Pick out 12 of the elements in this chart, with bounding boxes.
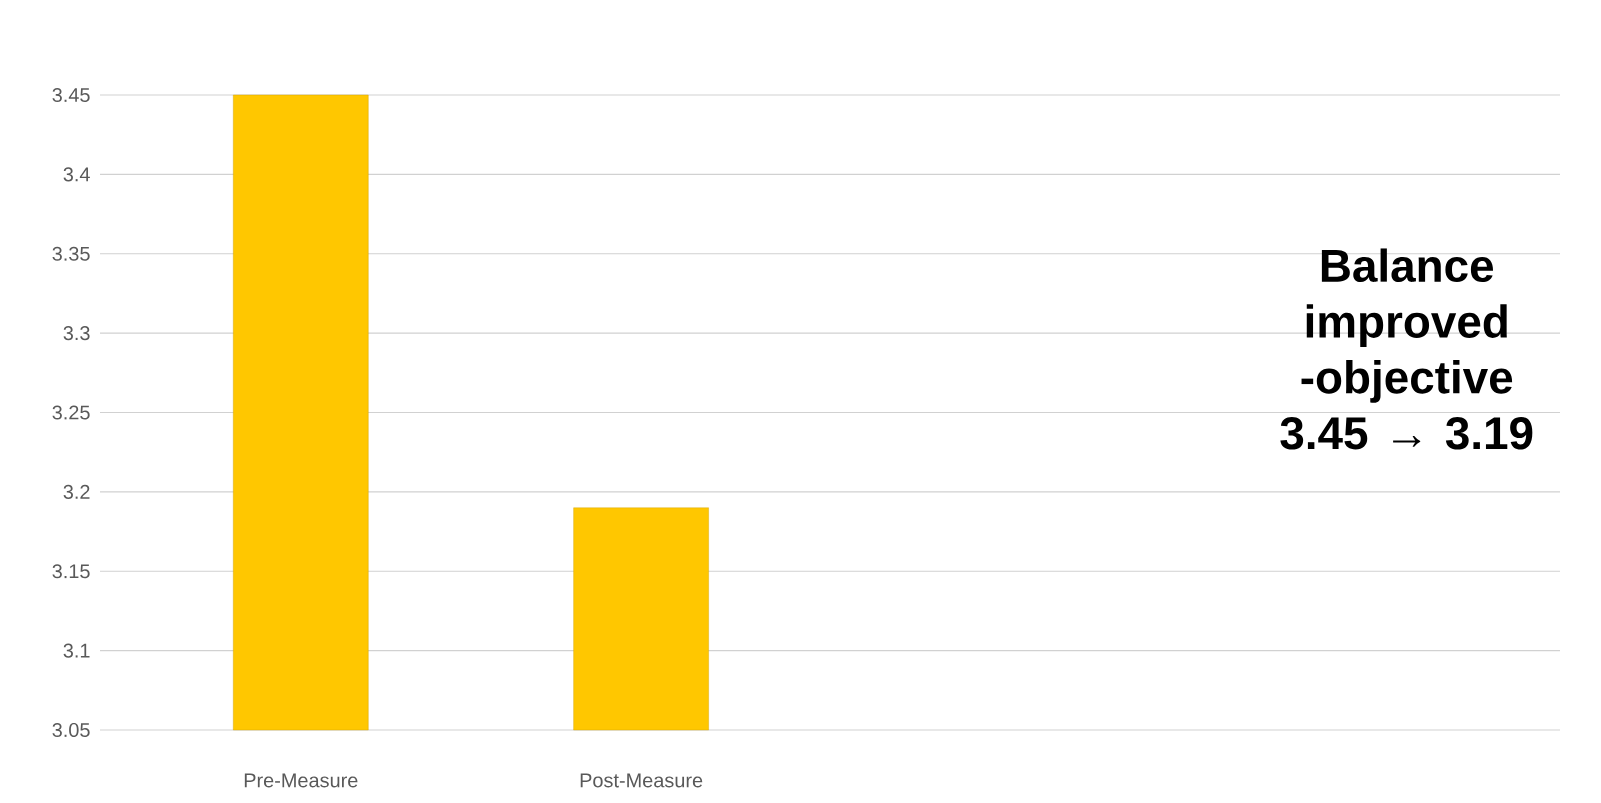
y-tick-label: 3.1 <box>63 643 90 658</box>
y-tick-label: 3.25 <box>52 405 90 420</box>
y-tick-label: 3.05 <box>52 722 90 738</box>
x-tick-label: Post-Measure <box>580 773 703 788</box>
y-tick-label: 3.15 <box>52 564 90 579</box>
x-tick-label: Pre-Measure <box>244 773 358 788</box>
y-tick-label: 3.3 <box>63 326 90 341</box>
text: Balance improved -objective 3.45 → 3.19 <box>1280 248 1533 450</box>
y-tick-label: 3.35 <box>52 246 90 261</box>
y-tick-label: 3.45 <box>52 87 90 103</box>
y-tick-label: 3.2 <box>63 484 90 499</box>
y-tick-label: 3.4 <box>63 167 90 182</box>
